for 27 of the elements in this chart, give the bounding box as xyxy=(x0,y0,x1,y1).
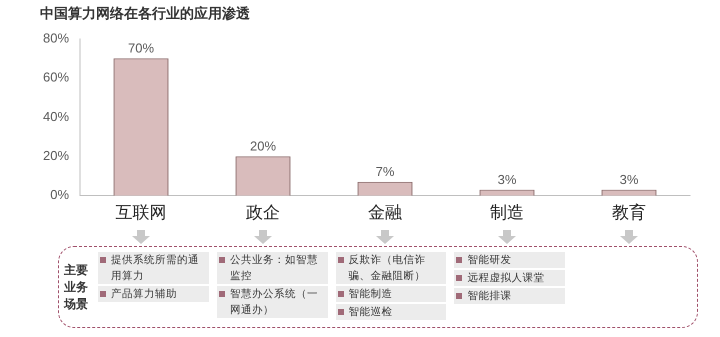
data-label: 70% xyxy=(128,40,154,56)
text: 公共业务：如智慧监控 xyxy=(230,253,319,284)
x-tick-label: 金融 xyxy=(368,203,402,224)
chart-title: 中国算力网络在各行业的应用渗透 xyxy=(40,5,251,22)
text: 智能研发 xyxy=(467,253,512,268)
data-label: 3% xyxy=(498,172,517,187)
data-label: 7% xyxy=(376,164,395,179)
text: 远程虚拟人课堂 xyxy=(467,271,544,286)
text: 产品算力辅助 xyxy=(111,287,178,302)
text: 智能制造 xyxy=(348,287,393,302)
text: 智能排课 xyxy=(467,289,512,304)
y-tick-label: 60% xyxy=(42,70,70,85)
y-tick-label: 0% xyxy=(50,187,70,202)
text: 提供系统所需的通用算力 xyxy=(111,253,200,284)
y-tick-label: 80% xyxy=(42,30,70,46)
y-tick-label: 40% xyxy=(42,108,70,124)
x-tick-label: 互联网 xyxy=(116,203,167,224)
data-label: 20% xyxy=(250,138,276,154)
text: 智能巡检 xyxy=(348,305,393,320)
y-tick-label: 20% xyxy=(42,148,70,163)
text: 主要业务场景 xyxy=(64,262,89,313)
x-tick-label: 教育 xyxy=(612,203,646,224)
data-label: 3% xyxy=(620,172,639,187)
text: 反欺诈（电信诈骗、金融阻断） xyxy=(348,253,427,284)
x-tick-label: 政企 xyxy=(246,203,280,224)
x-tick-label: 制造 xyxy=(490,203,524,224)
text: 智慧办公系统（一网通办） xyxy=(230,287,319,318)
